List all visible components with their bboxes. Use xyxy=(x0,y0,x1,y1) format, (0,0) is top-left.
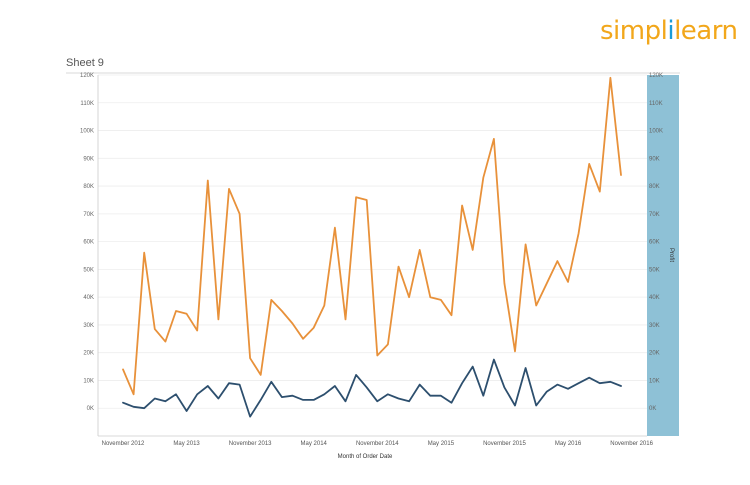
y-tick-label-right: 100K xyxy=(649,129,663,135)
y-tick-label-left: 0K xyxy=(87,406,94,412)
x-tick-label: May 2015 xyxy=(428,441,455,447)
x-tick-label: May 2013 xyxy=(173,441,200,447)
y-axis-left: 0K 10K 20K 30K 40K 50K 60K 70K 80K 90K 100K 110K 120… xyxy=(80,73,94,412)
y-tick-label-left: 10K xyxy=(83,378,94,384)
y-tick-label-left: 120K xyxy=(80,73,94,79)
y-tick-label-left: 20K xyxy=(83,351,94,357)
y-tick-label-left: 80K xyxy=(83,184,94,190)
y-tick-label-right: 70K xyxy=(649,212,660,218)
sheet-title: Sheet 9 xyxy=(66,57,104,69)
x-tick-label: November 2014 xyxy=(356,441,399,447)
right-axis-band xyxy=(647,75,679,436)
y-tick-label-right: 0K xyxy=(649,406,656,412)
right-axis-title: Profit xyxy=(668,248,674,262)
x-axis-title: Month of Order Date xyxy=(338,454,393,460)
gridlines xyxy=(98,74,647,409)
y-tick-label-right: 120K xyxy=(649,73,663,79)
logo-text-part1: simpl xyxy=(600,16,668,46)
y-tick-label-right: 30K xyxy=(649,323,660,329)
y-tick-label-right: 80K xyxy=(649,184,660,190)
logo-text-part2: i xyxy=(667,16,675,46)
y-tick-label-left: 50K xyxy=(83,267,94,273)
y-axis-right: 0K 10K 20K 30K 40K 50K 60K 70K 80K 90K 100K 110K 120… xyxy=(649,73,663,412)
y-tick-label-right: 10K xyxy=(649,378,660,384)
y-tick-label-right: 60K xyxy=(649,240,660,246)
simplilearn-logo: simplilearn xyxy=(600,16,738,46)
x-tick-label: May 2014 xyxy=(301,441,328,447)
y-tick-label-left: 90K xyxy=(83,156,94,162)
y-tick-label-right: 90K xyxy=(649,156,660,162)
x-axis: November 2012 May 2013 November 2013 May 20… xyxy=(102,441,654,447)
y-tick-label-left: 110K xyxy=(80,101,94,107)
x-tick-label: November 2016 xyxy=(610,441,653,447)
series-group xyxy=(122,76,622,418)
y-tick-label-right: 110K xyxy=(649,101,663,107)
y-tick-label-right: 40K xyxy=(649,295,660,301)
logo-text-part3: learn xyxy=(674,16,738,46)
y-tick-label-right: 20K xyxy=(649,351,660,357)
y-tick-label-left: 100K xyxy=(80,129,94,135)
y-tick-label-left: 30K xyxy=(83,323,94,329)
x-tick-label: November 2012 xyxy=(102,441,145,447)
y-tick-label-left: 60K xyxy=(83,240,94,246)
x-tick-label: May 2016 xyxy=(555,441,582,447)
x-tick-label: November 2015 xyxy=(483,441,526,447)
series-line-orange xyxy=(122,76,622,396)
y-tick-label-right: 50K xyxy=(649,267,660,273)
series-line-blue xyxy=(122,358,622,418)
x-tick-label: November 2013 xyxy=(229,441,272,447)
y-tick-label-left: 70K xyxy=(83,212,94,218)
y-tick-label-left: 40K xyxy=(83,295,94,301)
